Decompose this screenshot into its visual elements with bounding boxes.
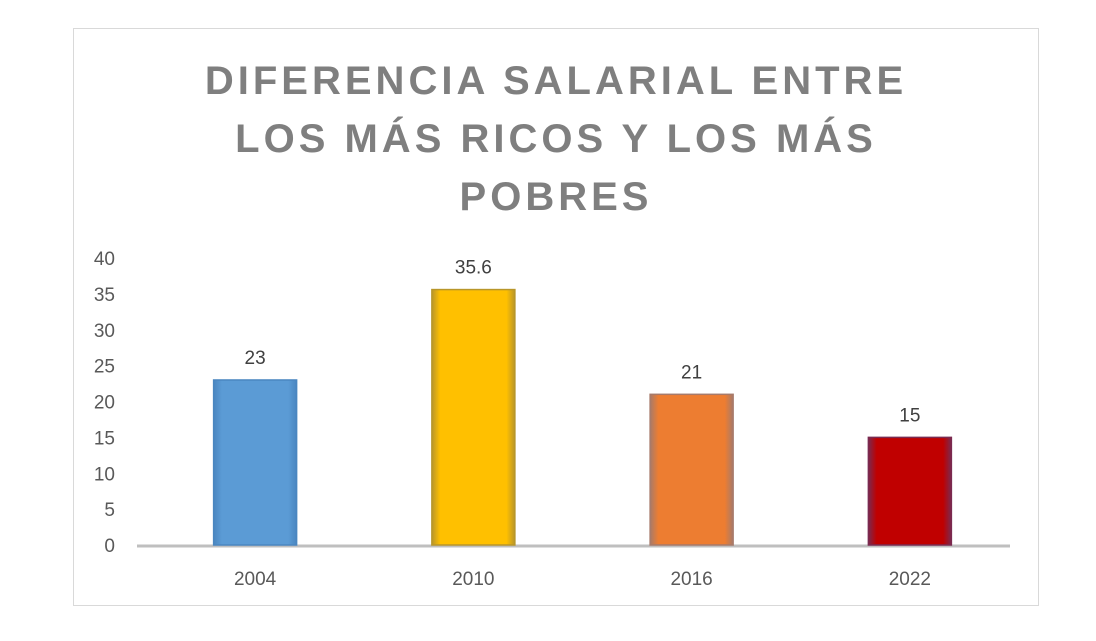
data-label-2016: 21 xyxy=(681,362,702,383)
bar-2004 xyxy=(212,379,298,546)
y-tick-label: 35 xyxy=(94,285,115,306)
y-tick-label: 5 xyxy=(104,500,115,521)
x-tick-label-2022: 2022 xyxy=(889,569,931,590)
bar-2016 xyxy=(649,393,734,546)
title-line-3: POBRES xyxy=(459,175,653,219)
title-line-1: DIFERENCIA SALARIAL ENTRE xyxy=(204,59,908,103)
chart-title: DIFERENCIA SALARIAL ENTRE LOS MÁS RICOS … xyxy=(73,52,1039,226)
data-label-2022: 15 xyxy=(899,405,920,426)
bar-2022 xyxy=(867,436,953,546)
y-tick-label: 0 xyxy=(104,536,115,557)
y-tick-label: 40 xyxy=(94,249,115,270)
y-tick-label: 10 xyxy=(94,464,115,485)
data-label-2010: 35.6 xyxy=(455,258,492,279)
bar-2010 xyxy=(431,288,516,546)
y-tick-label: 25 xyxy=(94,357,115,378)
data-label-2004: 23 xyxy=(245,348,266,369)
y-tick-label: 30 xyxy=(94,321,115,342)
x-tick-label-2010: 2010 xyxy=(452,569,494,590)
chart-frame xyxy=(73,28,1039,606)
title-line-2: LOS MÁS RICOS Y LOS MÁS xyxy=(235,117,877,161)
x-tick-label-2004: 2004 xyxy=(234,569,277,590)
y-tick-label: 20 xyxy=(94,393,115,414)
x-tick-label-2016: 2016 xyxy=(670,569,712,590)
y-tick-label: 15 xyxy=(94,428,115,449)
